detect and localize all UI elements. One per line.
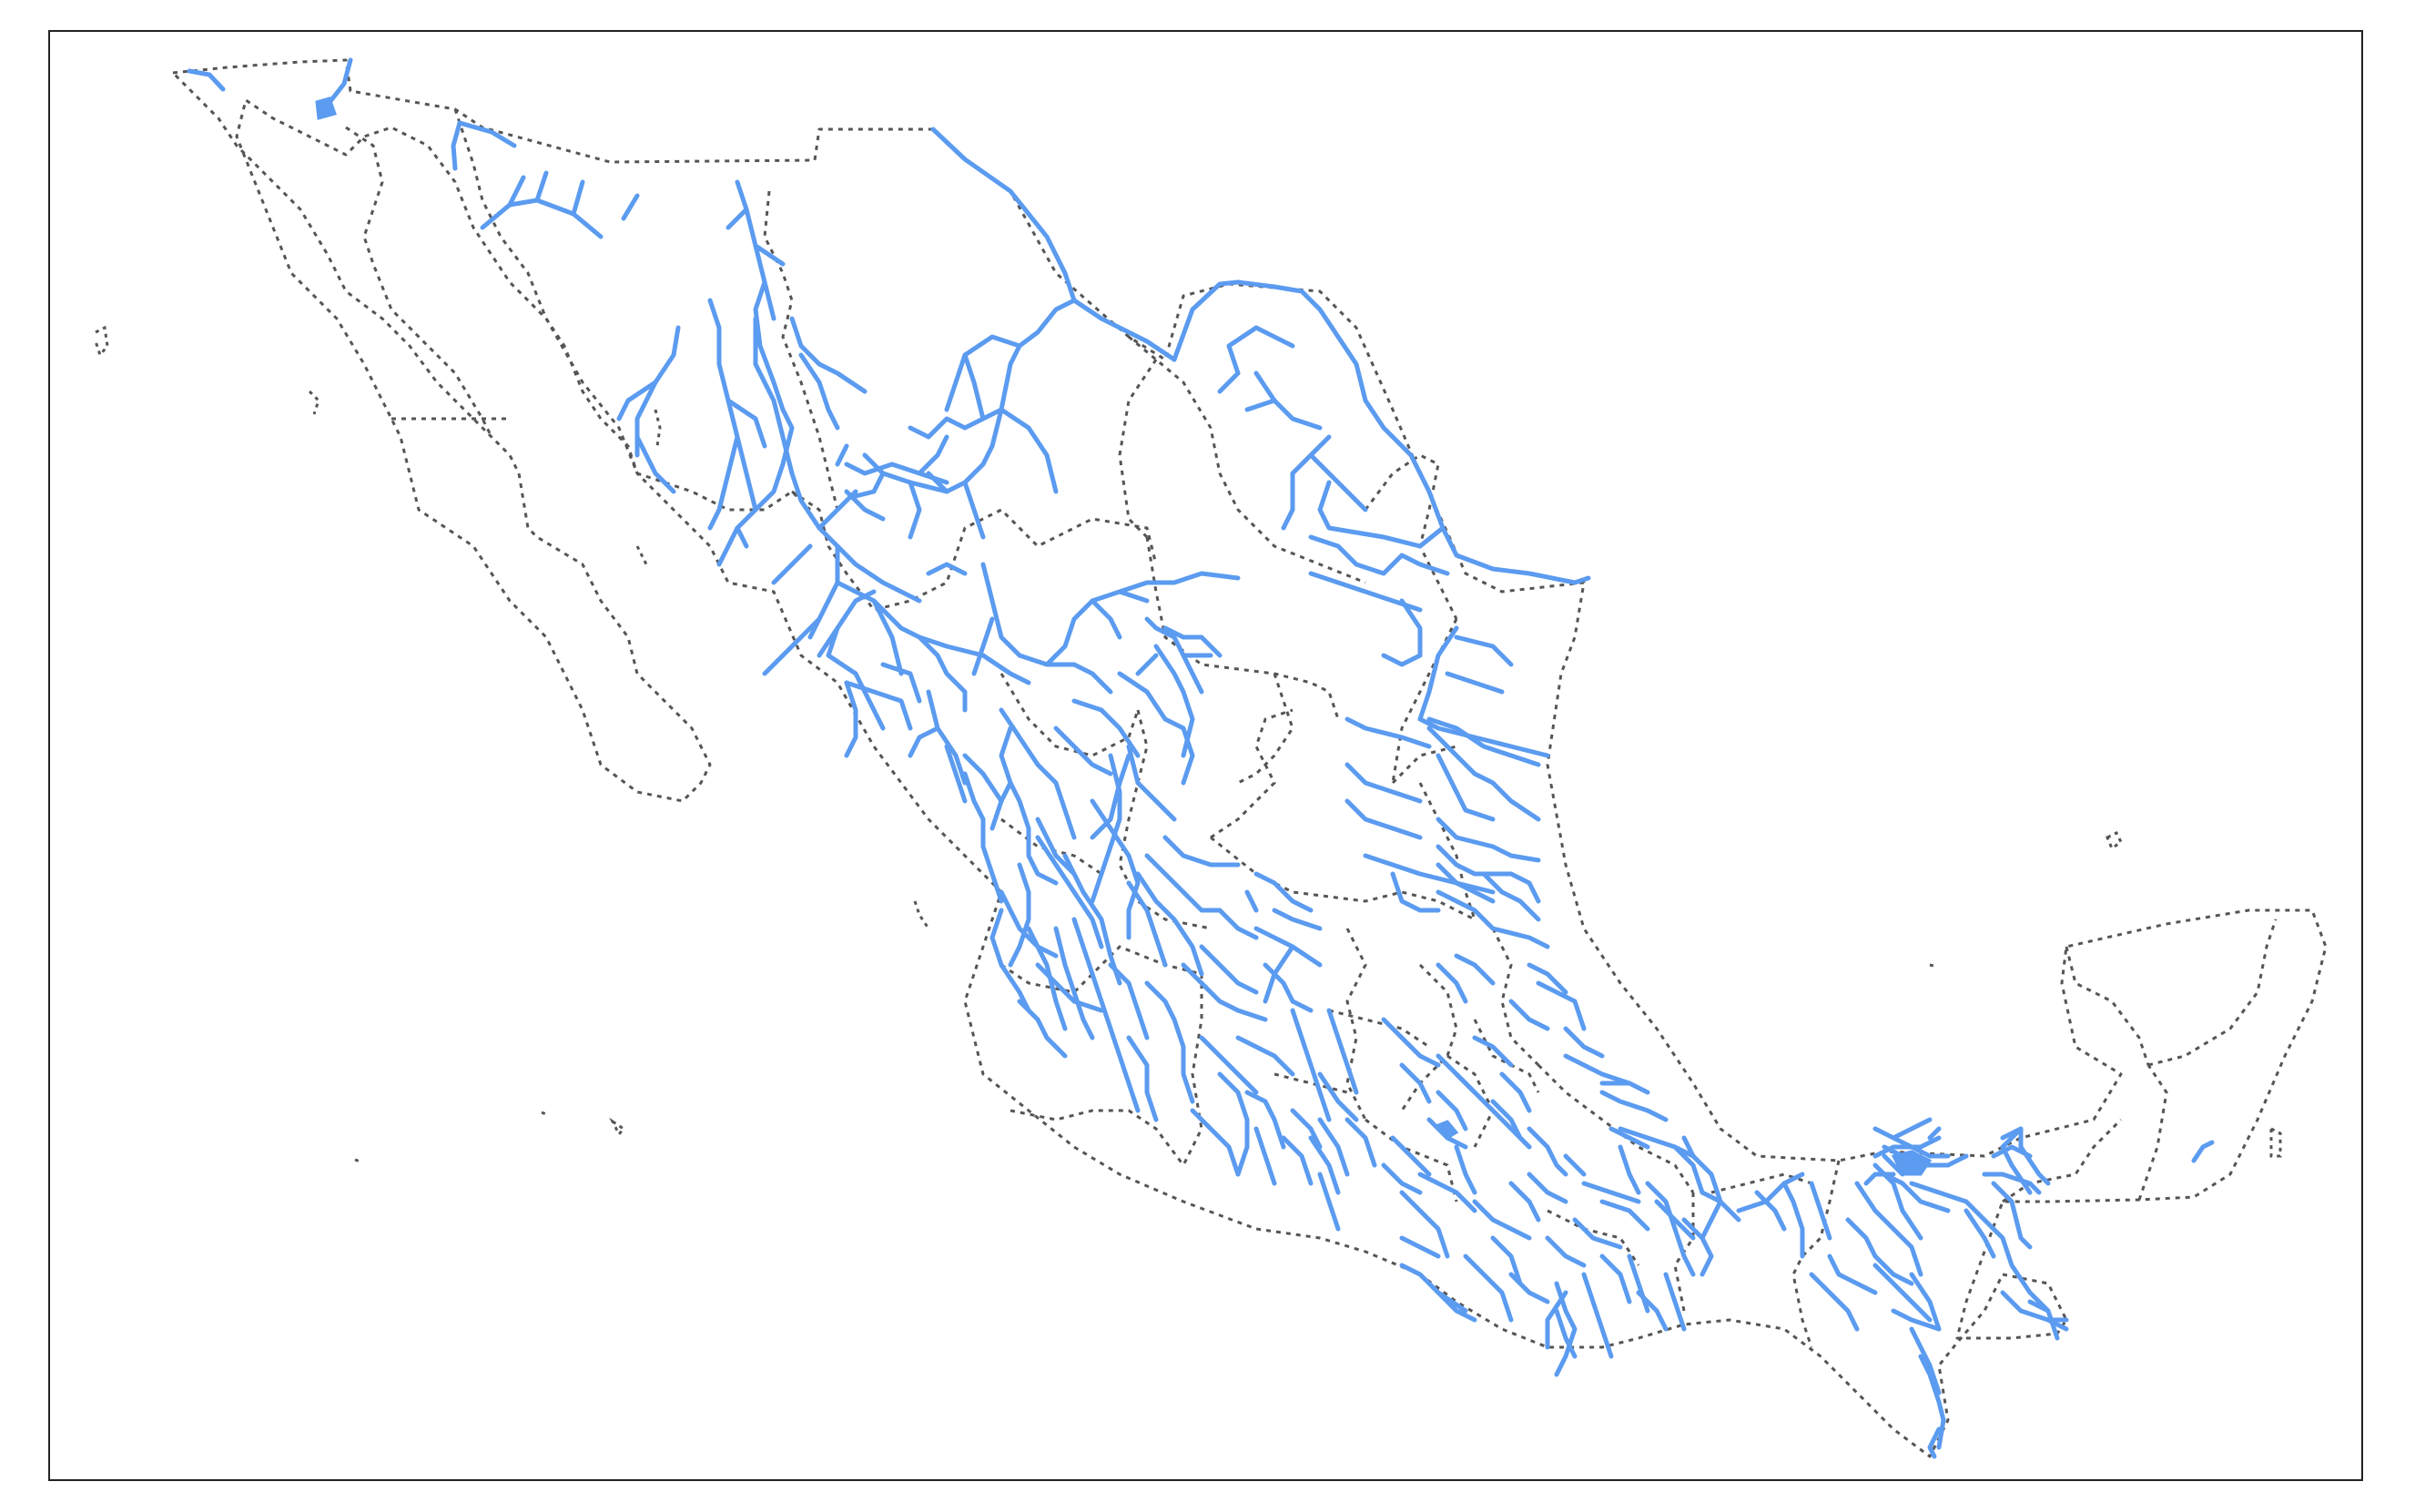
islands: [94, 325, 2282, 1163]
national-border: [171, 58, 2328, 1458]
state-borders: [345, 108, 2278, 1348]
map-frame: [48, 30, 2363, 1481]
rivers: [187, 57, 2215, 1459]
